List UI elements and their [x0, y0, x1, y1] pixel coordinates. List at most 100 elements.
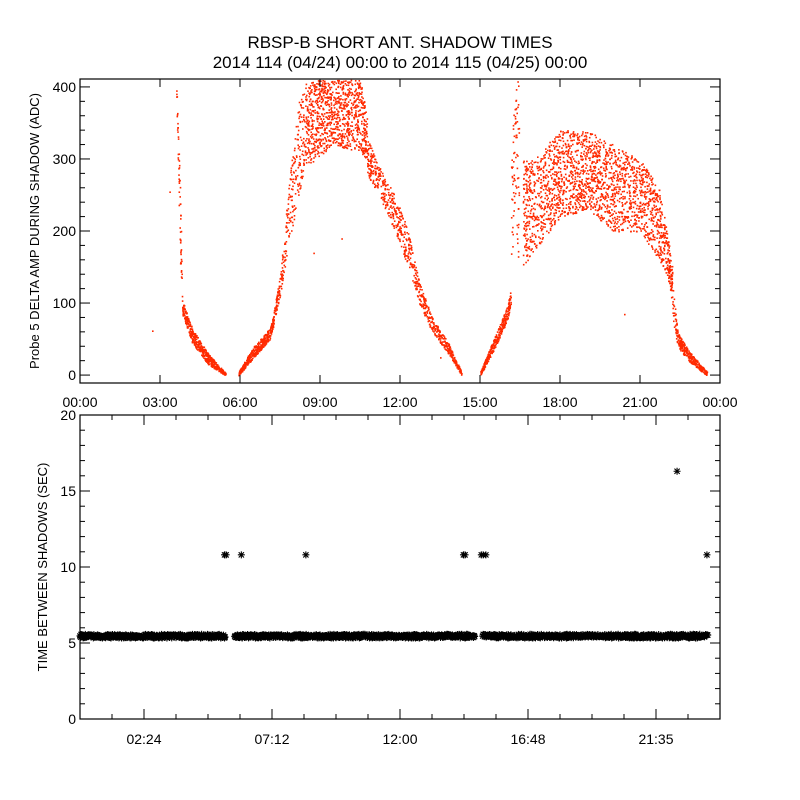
data-point: [606, 193, 608, 195]
data-point: [345, 122, 347, 125]
data-point: [287, 198, 290, 201]
data-point: [343, 101, 346, 104]
data-point: [308, 100, 311, 103]
data-point: [377, 183, 380, 186]
data-point: [376, 184, 379, 187]
data-point: [368, 148, 370, 150]
data-point: [579, 194, 581, 196]
data-point: [541, 228, 544, 230]
data-point: [563, 176, 565, 179]
data-point: [568, 175, 571, 177]
data-point: [199, 350, 202, 352]
data-point: [400, 227, 402, 230]
data-point: [542, 226, 545, 228]
data-point: [416, 282, 418, 285]
data-point: [452, 354, 455, 357]
data-point: [565, 143, 567, 146]
data-point: [648, 183, 651, 185]
data-point: [530, 162, 532, 164]
data-point: [450, 350, 453, 352]
data-point: [658, 240, 661, 243]
data-point: [367, 160, 370, 162]
data-point: [503, 315, 505, 318]
data-point: [188, 323, 190, 326]
data-point: [326, 124, 329, 127]
data-point: [347, 127, 349, 130]
data-point: [571, 181, 574, 184]
data-point: [346, 95, 349, 97]
data-point: [283, 250, 286, 253]
data-point: [524, 172, 527, 175]
data-point: [455, 364, 457, 367]
data-point: [324, 96, 326, 99]
data-point: [246, 364, 249, 366]
data-point: [260, 344, 262, 346]
data-point: [512, 166, 514, 168]
data-point: [316, 131, 319, 133]
data-point: [302, 128, 304, 130]
data-point: [314, 85, 316, 88]
data-point: [650, 229, 653, 231]
data-point: [352, 104, 354, 106]
data-point: [492, 343, 495, 346]
data-point: [586, 183, 589, 185]
data-point: [546, 199, 549, 201]
data-point: [669, 266, 671, 268]
data-point: [176, 114, 179, 116]
data-point: [570, 151, 573, 153]
data-point: [528, 222, 531, 225]
data-point: [201, 347, 203, 349]
data-point: [371, 154, 374, 157]
data-point: [663, 247, 665, 250]
data-point: [180, 258, 183, 261]
data-point: [437, 327, 439, 330]
data-point: [365, 130, 368, 133]
data-point: [406, 255, 409, 257]
data-point: [256, 349, 258, 351]
data-point: [586, 132, 589, 134]
data-point: [340, 144, 342, 147]
data-point: [534, 196, 537, 198]
data-point: [321, 120, 323, 123]
data-point: [308, 86, 310, 89]
data-point: [367, 171, 369, 174]
data-point: [526, 192, 528, 194]
data-point: [270, 326, 272, 329]
data-point: [515, 122, 517, 125]
data-point: [618, 229, 620, 231]
data-point: [308, 161, 310, 164]
data-point: [630, 180, 632, 182]
data-point: [646, 240, 649, 243]
data-point: [654, 184, 657, 187]
data-point: [297, 111, 300, 114]
data-point: [308, 112, 311, 114]
data-point: [524, 245, 526, 248]
data-point: [329, 121, 331, 124]
data-point: [545, 218, 548, 220]
data-point: [622, 162, 624, 165]
data-point: [311, 128, 313, 130]
data-point: [510, 301, 512, 304]
data-point: [646, 202, 648, 204]
data-point: [348, 128, 351, 130]
data-point: [570, 172, 572, 175]
data-point: [303, 145, 306, 147]
data-point: [650, 218, 653, 221]
data-point: [276, 300, 278, 303]
data-point: [580, 155, 582, 158]
data-point: [328, 146, 331, 148]
data-point: [265, 343, 267, 346]
data-point: [624, 197, 626, 200]
data-point: [299, 155, 301, 158]
data-point: [432, 330, 434, 332]
data-point: [383, 179, 385, 182]
data-point: [445, 348, 447, 351]
data-point: [321, 113, 324, 116]
data-point: [624, 174, 626, 176]
data-point: [668, 247, 670, 249]
data-point: [595, 147, 598, 150]
data-point: [534, 215, 536, 218]
data-point: [586, 153, 588, 156]
data-point: [649, 188, 652, 191]
data-point: [372, 153, 375, 155]
